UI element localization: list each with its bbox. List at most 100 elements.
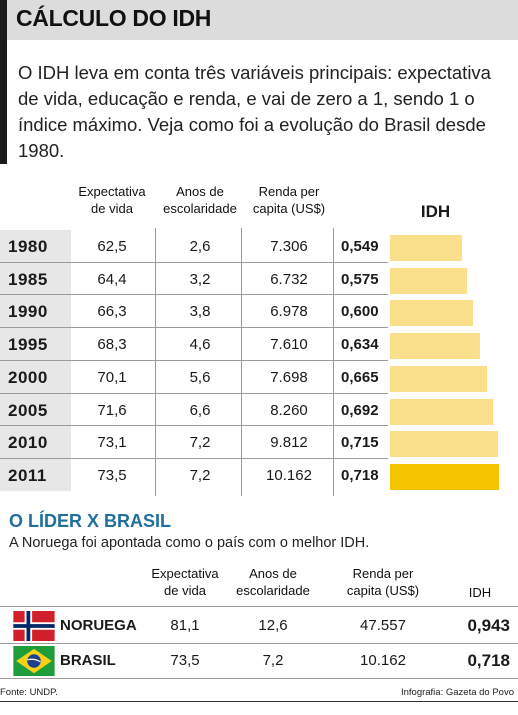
country-idh: 0,943 (467, 616, 510, 635)
expectativa-value: 73,1 (97, 434, 127, 452)
header-expectativa: Expectativa de vida (72, 183, 152, 217)
idh-value: 0,634 (341, 336, 379, 354)
title-accent (0, 0, 7, 40)
renda-value: 8.260 (270, 401, 308, 419)
expectativa-value: 68,3 (97, 336, 127, 354)
header-renda: Renda per capita (US$) (244, 183, 334, 217)
country-name: NORUEGA (60, 617, 137, 634)
country-anos: 7,2 (262, 652, 284, 669)
c-header-anos-line1: Anos de (249, 566, 297, 581)
year-row: 2010 73,1 7,2 9.812 0,715 (0, 426, 518, 459)
credit-note: Infografia: Gazeta do Povo (400, 687, 514, 698)
renda-value: 6.978 (270, 303, 308, 321)
idh-bar (390, 267, 468, 294)
header-anos: Anos de escolaridade (158, 183, 242, 217)
row-rule (0, 294, 388, 296)
source-note: Fonte: UNDP. (0, 687, 58, 698)
c-bottom-rule (0, 678, 518, 679)
renda-value: 7.610 (270, 336, 308, 354)
year-label: 2011 (0, 458, 71, 491)
idh-bar (390, 300, 473, 327)
header-expectativa-line2: de vida (91, 201, 133, 216)
c-header-expectativa: Expectativa de vida (145, 565, 225, 599)
anos-value: 6,6 (189, 401, 211, 419)
year-label: 2000 (0, 360, 71, 393)
idh-value: 0,715 (341, 434, 379, 452)
row-rule (0, 327, 388, 329)
country-expectativa: 81,1 (170, 617, 200, 634)
anos-value: 7,2 (189, 466, 211, 484)
expectativa-value: 64,4 (97, 270, 127, 288)
idh-value: 0,665 (341, 368, 379, 386)
expectativa-value: 62,5 (97, 238, 127, 255)
header-renda-line2: capita (US$) (252, 201, 326, 216)
country-name: BRASIL (60, 652, 116, 669)
renda-value: 9.812 (270, 434, 308, 452)
idh-value: 0,718 (341, 466, 379, 484)
year-row: 1995 68,3 4,6 7.610 0,634 (0, 328, 518, 361)
year-row: 2005 71,6 6,6 8.260 0,692 (0, 393, 518, 427)
row-rule (0, 261, 388, 263)
idh-bar (390, 398, 493, 425)
idh-bar (390, 431, 498, 458)
expectativa-value: 66,3 (97, 303, 127, 321)
country-anos: 12,6 (258, 617, 288, 634)
header-expectativa-line1: Expectativa (78, 184, 146, 199)
intro-accent (0, 40, 7, 164)
c-top-rule (0, 606, 518, 607)
intro-text: O IDH leva em conta três variáveis princ… (18, 62, 491, 161)
c-header-idh: IDH (468, 585, 492, 600)
c-header-renda-line1: Renda per (352, 566, 414, 581)
header-idh: IDH (420, 202, 451, 221)
year-label: 2010 (0, 426, 71, 459)
c-mid-rule (0, 643, 518, 644)
renda-value: 10.162 (266, 466, 312, 484)
year-label: 1990 (0, 295, 71, 328)
anos-value: 3,8 (189, 303, 211, 321)
year-row: 1990 66,3 3,8 6.978 0,600 (0, 295, 518, 328)
expectativa-value: 71,6 (97, 401, 127, 419)
year-label: 2005 (0, 393, 71, 426)
country-row-norway: NORUEGA 81,1 12,6 47.557 0,943 (0, 609, 518, 643)
renda-value: 7.698 (270, 368, 308, 386)
idh-value: 0,600 (341, 303, 379, 321)
row-rule (0, 425, 388, 427)
idh-bar (390, 333, 481, 360)
anos-value: 7,2 (189, 434, 211, 452)
divider-2 (241, 228, 242, 496)
idh-value: 0,692 (341, 401, 379, 419)
renda-value: 6.732 (270, 270, 308, 288)
idh-value: 0,575 (341, 270, 379, 288)
divider-1 (155, 228, 156, 496)
year-label: 1980 (0, 230, 71, 262)
c-header-renda-line2: capita (US$) (346, 583, 420, 598)
comparison-subtitle: A Noruega foi apontada como o país com o… (9, 535, 370, 551)
comparison-title: O LÍDER X BRASIL (9, 511, 172, 531)
anos-value: 4,6 (189, 336, 211, 354)
country-row-brazil: BRASIL 73,5 7,2 10.162 0,718 (0, 644, 518, 678)
divider-3 (333, 228, 334, 496)
expectativa-value: 73,5 (97, 466, 127, 484)
title-bar: CÁLCULO DO IDH (0, 0, 518, 40)
c-header-renda: Renda per capita (US$) (338, 565, 428, 599)
country-idh: 0,718 (467, 651, 510, 670)
header-renda-line1: Renda per (258, 184, 320, 199)
country-renda: 47.557 (360, 617, 406, 634)
renda-value: 7.306 (270, 238, 308, 255)
row-rule (0, 392, 388, 394)
country-expectativa: 73,5 (170, 652, 200, 669)
year-row: 1980 62,5 2,6 7.306 0,549 (0, 230, 518, 263)
c-header-anos-line2: escolaridade (236, 583, 310, 598)
c-header-expectativa-line2: de vida (164, 583, 206, 598)
country-renda: 10.162 (360, 652, 406, 669)
anos-value: 2,6 (189, 238, 211, 255)
c-header-anos: Anos de escolaridade (230, 565, 316, 599)
header-anos-line2: escolaridade (163, 201, 237, 216)
footer-rule (0, 701, 518, 702)
year-row: 1985 64,4 3,2 6.732 0,575 (0, 262, 518, 296)
idh-bar (390, 365, 488, 392)
anos-value: 5,6 (189, 368, 211, 386)
year-label: 1985 (0, 262, 71, 295)
norway-flag-icon (13, 611, 55, 641)
row-rule (0, 457, 388, 459)
